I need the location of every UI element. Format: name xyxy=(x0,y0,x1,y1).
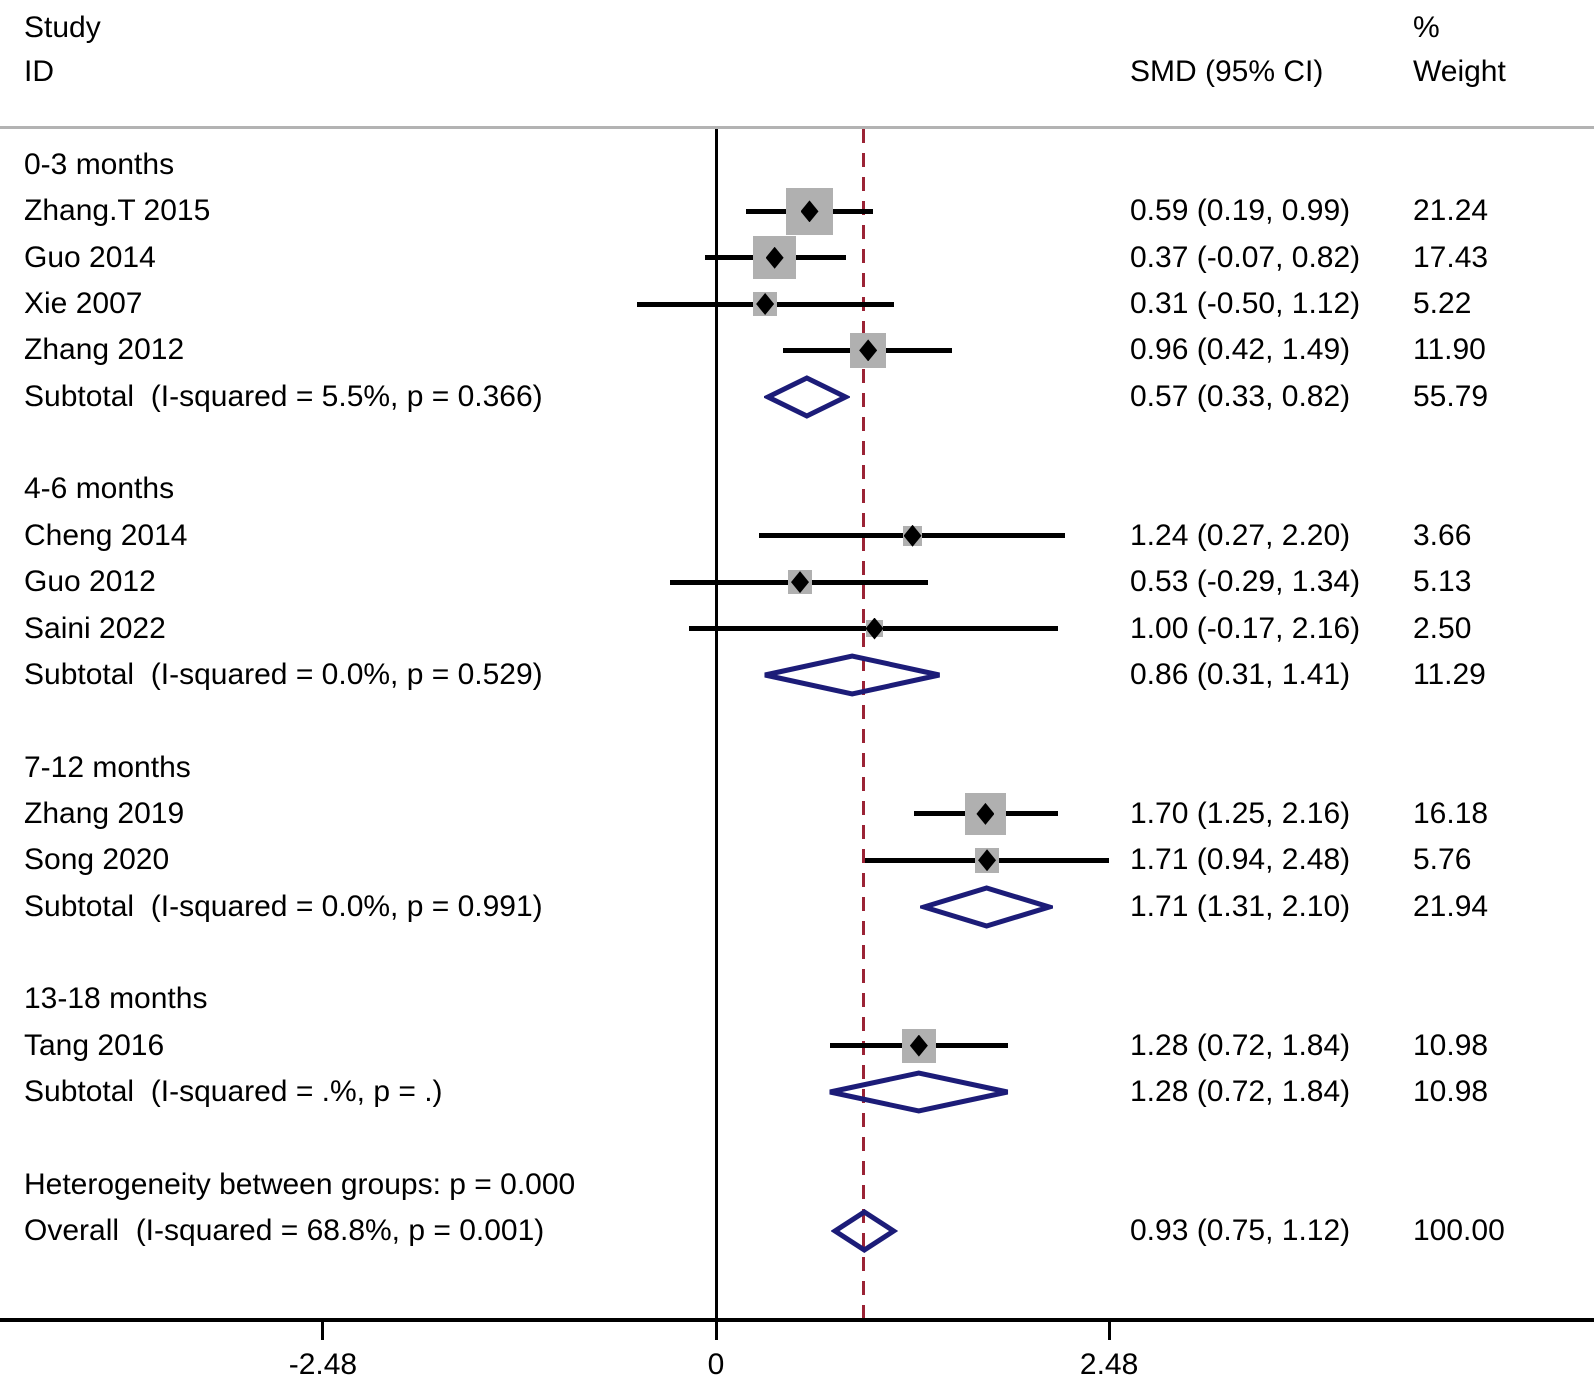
group-label: 4-6 months xyxy=(24,472,175,506)
study-label: Guo 2014 xyxy=(24,240,156,274)
subtotal-smd-value: 0.57 (0.33, 0.82) xyxy=(1130,379,1351,413)
point-estimate-marker xyxy=(765,246,784,269)
point-estimate-marker xyxy=(859,339,878,362)
smd-value: 0.59 (0.19, 0.99) xyxy=(1130,194,1351,228)
group-label: 0-3 months xyxy=(24,148,175,181)
study-label: Song 2020 xyxy=(24,843,170,877)
subtotal-diamond-shape xyxy=(829,1070,1009,1114)
weight-value: 16.18 xyxy=(1413,796,1489,830)
study-label: Xie 2007 xyxy=(24,287,143,321)
subtotal-smd-value: 0.86 (0.31, 1.41) xyxy=(1130,657,1351,691)
x-axis-tick-label: -2.48 xyxy=(288,1348,358,1381)
subtotal-diamond xyxy=(915,883,1058,936)
subtotal-weight-value: 10.98 xyxy=(1413,1075,1489,1108)
subtotal-diamond xyxy=(761,651,943,704)
smd-value: 1.00 (-0.17, 2.16) xyxy=(1130,611,1361,645)
smd-value: 1.24 (0.27, 2.20) xyxy=(1130,518,1351,552)
x-axis-line xyxy=(0,1318,1594,1322)
study-label: Saini 2022 xyxy=(24,611,166,645)
weight-value: 11.90 xyxy=(1413,333,1486,367)
subtotal-label: Subtotal (I-squared = 0.0%, p = 0.529) xyxy=(24,657,543,691)
study-label: Tang 2016 xyxy=(24,1028,165,1062)
smd-value: 0.31 (-0.50, 1.12) xyxy=(1130,287,1361,321)
x-axis-tick xyxy=(714,1318,718,1340)
subtotal-smd-value: 1.71 (1.31, 2.10) xyxy=(1130,889,1351,923)
subtotal-diamond xyxy=(826,1068,1012,1121)
heterogeneity-note: Heterogeneity between groups: p = 0.000 xyxy=(24,1167,576,1201)
subtotal-smd-value: 1.28 (0.72, 1.84) xyxy=(1130,1075,1351,1108)
smd-column-header: SMD (95% CI) xyxy=(1130,55,1324,88)
point-estimate-marker xyxy=(909,1034,928,1057)
overall-label: Overall (I-squared = 68.8%, p = 0.001) xyxy=(24,1214,545,1248)
overall-diamond xyxy=(830,1207,899,1260)
smd-value: 0.53 (-0.29, 1.34) xyxy=(1130,565,1361,599)
point-estimate-marker xyxy=(756,293,775,316)
subtotal-diamond-shape xyxy=(915,884,1058,929)
x-axis-tick xyxy=(1107,1318,1111,1340)
subtotal-diamond xyxy=(762,373,852,426)
weight-value: 17.43 xyxy=(1413,240,1489,274)
weight-value: 5.76 xyxy=(1413,843,1472,877)
subtotal-weight-value: 11.29 xyxy=(1413,657,1486,691)
subtotal-diamond-shape xyxy=(762,374,852,419)
subtotal-diamond-shape xyxy=(764,653,941,697)
x-axis-tick xyxy=(321,1318,325,1340)
study-column-header-line2: ID xyxy=(24,55,54,88)
smd-value: 1.71 (0.94, 2.48) xyxy=(1130,843,1351,877)
group-label: 7-12 months xyxy=(24,750,191,784)
smd-value: 1.28 (0.72, 1.84) xyxy=(1130,1028,1351,1062)
point-estimate-marker xyxy=(800,200,819,223)
smd-value: 0.37 (-0.07, 0.82) xyxy=(1130,240,1361,274)
point-estimate-marker xyxy=(976,802,995,825)
x-axis-tick-label: 2.48 xyxy=(1079,1348,1139,1381)
subtotal-label: Subtotal (I-squared = .%, p = .) xyxy=(24,1075,443,1108)
smd-value: 1.70 (1.25, 2.16) xyxy=(1130,796,1351,830)
subtotal-label: Subtotal (I-squared = 0.0%, p = 0.991) xyxy=(24,889,543,923)
weight-value: 10.98 xyxy=(1413,1028,1489,1062)
x-axis-tick-label: 0 xyxy=(707,1348,725,1381)
group-label: 13-18 months xyxy=(24,982,208,1016)
subtotal-weight-value: 55.79 xyxy=(1413,379,1489,413)
weight-value: 5.22 xyxy=(1413,287,1472,321)
point-estimate-marker xyxy=(865,617,884,640)
overall-estimate-dashed-line xyxy=(861,129,865,1318)
study-label: Zhang 2012 xyxy=(24,333,185,367)
study-label: Guo 2012 xyxy=(24,565,156,599)
header-divider-line xyxy=(0,126,1594,129)
weight-value: 2.50 xyxy=(1413,611,1472,645)
study-label: Cheng 2014 xyxy=(24,518,188,552)
point-estimate-marker xyxy=(791,571,809,594)
smd-value: 0.96 (0.42, 1.49) xyxy=(1130,333,1351,367)
study-column-header-line1: Study xyxy=(24,11,101,44)
overall-weight-value: 100.00 xyxy=(1413,1214,1505,1248)
weight-value: 21.24 xyxy=(1413,194,1489,228)
weight-column-header-line1: % xyxy=(1413,11,1440,44)
point-estimate-marker xyxy=(903,524,922,547)
overall-smd-value: 0.93 (0.75, 1.12) xyxy=(1130,1214,1351,1248)
null-effect-line xyxy=(714,129,718,1318)
weight-value: 5.13 xyxy=(1413,565,1472,599)
overall-diamond-shape xyxy=(830,1209,899,1254)
weight-column-header-line2: Weight xyxy=(1413,55,1506,88)
weight-value: 3.66 xyxy=(1413,518,1472,552)
point-estimate-marker xyxy=(978,849,997,872)
subtotal-weight-value: 21.94 xyxy=(1413,889,1489,923)
study-label: Zhang 2019 xyxy=(24,796,185,830)
subtotal-label: Subtotal (I-squared = 5.5%, p = 0.366) xyxy=(24,379,543,413)
study-label: Zhang.T 2015 xyxy=(24,194,211,228)
